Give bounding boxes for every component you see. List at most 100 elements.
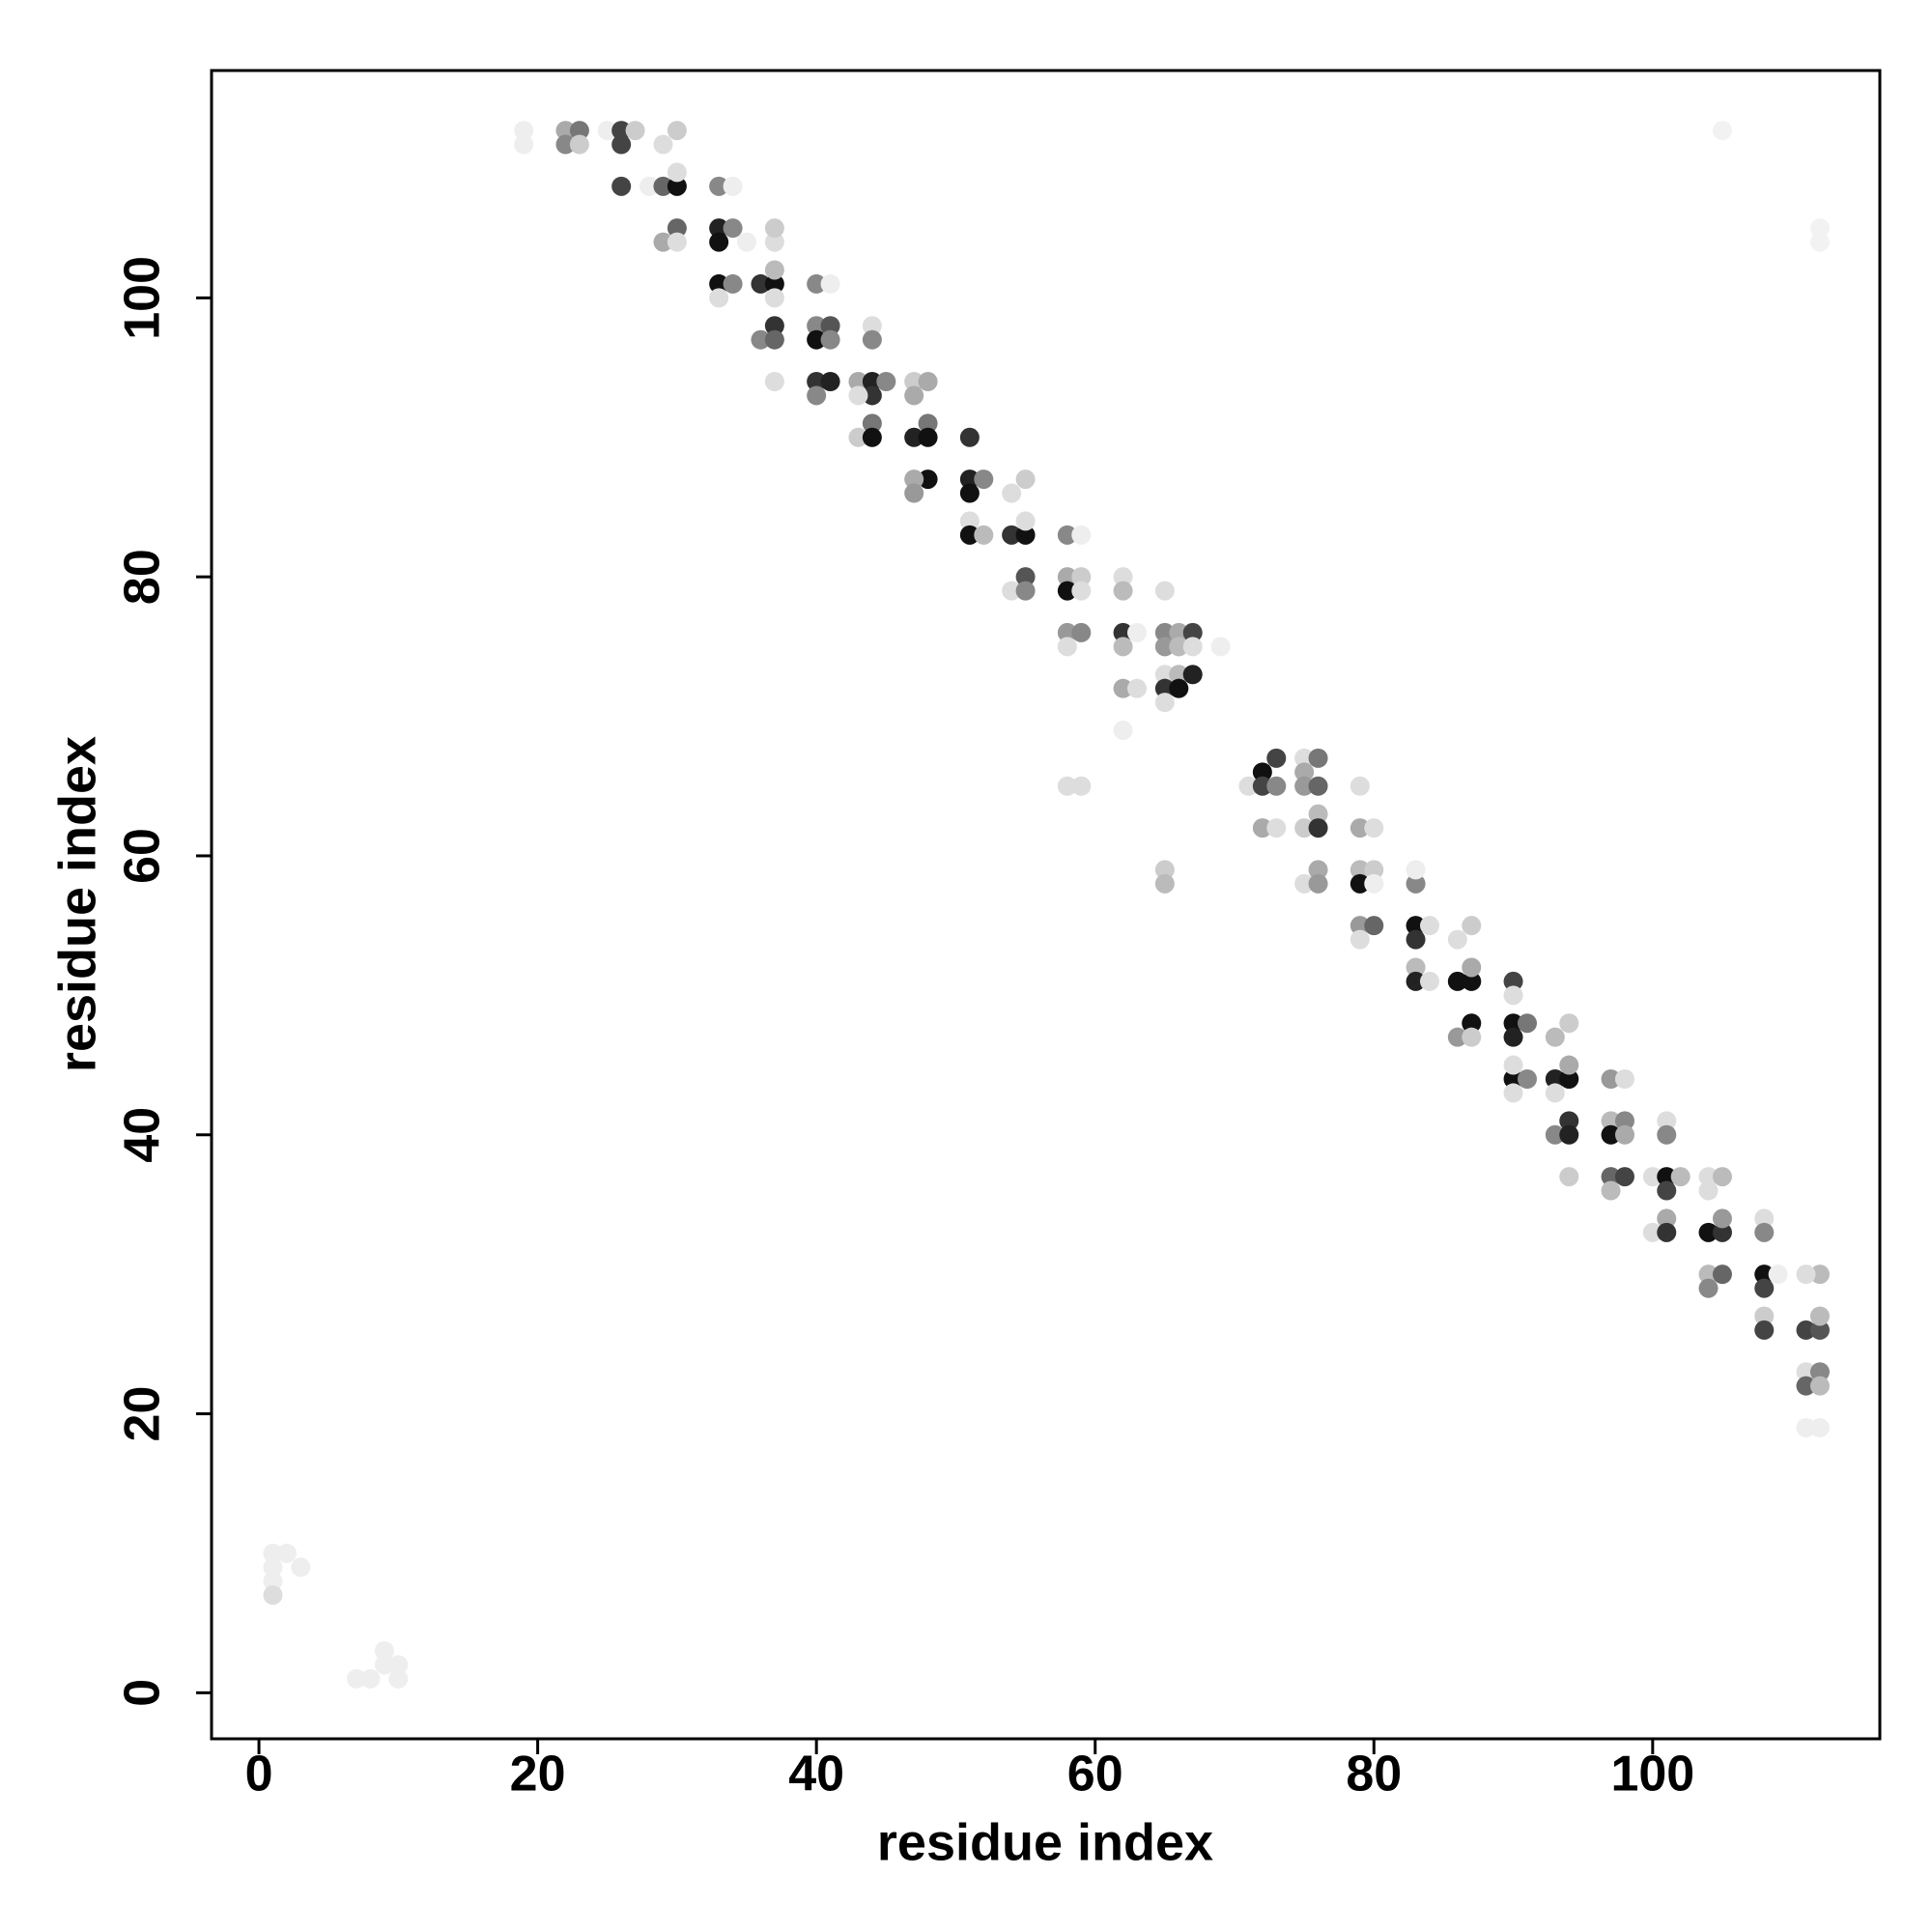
contact-point — [764, 273, 784, 294]
contact-point — [1809, 1362, 1830, 1382]
contact-point — [709, 218, 729, 239]
contact-point — [709, 232, 729, 252]
contact-point — [263, 1557, 283, 1577]
contact-point — [555, 121, 576, 141]
contact-point — [1113, 581, 1133, 601]
y-axis-label: residue index — [48, 736, 106, 1072]
contact-point — [807, 372, 827, 392]
contact-point — [862, 316, 882, 336]
contact-point — [1169, 665, 1189, 685]
contact-point — [862, 329, 882, 350]
contact-point — [1517, 1068, 1537, 1089]
contact-point — [1503, 985, 1523, 1006]
contact-point — [1015, 567, 1036, 587]
contact-point — [1154, 622, 1175, 642]
contact-point — [709, 176, 729, 196]
contact-point — [1002, 525, 1022, 545]
contact-point — [723, 273, 743, 294]
contact-point — [1071, 567, 1092, 587]
contact-point — [1169, 637, 1189, 657]
contact-point — [1809, 232, 1830, 252]
contact-point — [1294, 748, 1315, 768]
contact-point — [653, 134, 673, 155]
contact-point — [1057, 776, 1077, 796]
contact-point — [1182, 637, 1203, 657]
y-tick-label: 0 — [115, 1679, 171, 1707]
contact-point — [1406, 860, 1426, 880]
contact-point — [1754, 1264, 1775, 1285]
contact-point — [1419, 971, 1439, 991]
contact-point — [1266, 748, 1287, 768]
contact-point — [1057, 525, 1077, 545]
contact-point — [1698, 1278, 1719, 1298]
contact-point — [1294, 818, 1315, 838]
contact-point — [1559, 1068, 1579, 1089]
contact-point — [1809, 1306, 1830, 1326]
contact-point — [1154, 873, 1175, 894]
contact-point — [1657, 1208, 1677, 1229]
contact-point — [569, 121, 589, 141]
x-tick-label: 40 — [788, 1747, 844, 1803]
contact-point — [1462, 916, 1482, 936]
contact-point — [1601, 1124, 1621, 1145]
contact-point — [1545, 1068, 1565, 1089]
contact-point — [1503, 1013, 1523, 1034]
contact-point — [555, 134, 576, 155]
contact-point — [1559, 1167, 1579, 1187]
contact-point — [1545, 1124, 1565, 1145]
contact-point — [263, 1571, 283, 1591]
contact-point — [1754, 1306, 1775, 1326]
x-tick-label: 20 — [510, 1747, 566, 1803]
contact-point — [1113, 678, 1133, 698]
contact-point — [807, 385, 827, 406]
contact-point — [1503, 1068, 1523, 1089]
contact-point — [862, 413, 882, 434]
contact-point — [291, 1557, 311, 1577]
contact-point — [514, 121, 534, 141]
contact-point — [1294, 776, 1315, 796]
contact-point — [807, 316, 827, 336]
contact-point — [1266, 776, 1287, 796]
contact-point — [1238, 776, 1259, 796]
contact-point — [904, 483, 924, 503]
contact-point — [1601, 1068, 1621, 1089]
contact-point — [1015, 525, 1036, 545]
contact-point — [848, 427, 868, 447]
contact-point — [667, 232, 687, 252]
x-axis-label: residue index — [877, 1813, 1213, 1871]
contact-point — [1364, 860, 1384, 880]
contact-point — [611, 176, 632, 196]
contact-point — [723, 176, 743, 196]
contact-point — [1406, 971, 1426, 991]
contact-point — [764, 288, 784, 308]
contact-point — [1154, 665, 1175, 685]
contact-point — [1712, 1222, 1732, 1242]
contact-point — [1462, 971, 1482, 991]
contact-point — [959, 469, 980, 490]
contact-point — [1210, 637, 1231, 657]
contact-point — [667, 218, 687, 239]
contact-point — [1503, 1083, 1523, 1103]
contact-point — [1071, 525, 1092, 545]
contact-point — [1712, 1167, 1732, 1187]
contact-point — [820, 329, 840, 350]
contact-point — [1601, 1180, 1621, 1201]
contact-point — [1406, 916, 1426, 936]
contact-point — [1642, 1167, 1662, 1187]
contact-point — [1350, 873, 1370, 894]
contact-point — [1252, 818, 1272, 838]
contact-point — [709, 288, 729, 308]
contact-point — [1002, 483, 1022, 503]
contact-point — [1642, 1222, 1662, 1242]
x-tick-label: 60 — [1067, 1747, 1123, 1803]
contact-point — [1364, 873, 1384, 894]
contact-point — [1462, 957, 1482, 978]
contact-point — [1809, 1264, 1830, 1285]
contact-point — [904, 385, 924, 406]
contact-point — [1462, 1027, 1482, 1047]
contact-point — [1614, 1167, 1634, 1187]
contact-point — [276, 1543, 297, 1563]
contact-point — [959, 525, 980, 545]
contact-point — [764, 232, 784, 252]
